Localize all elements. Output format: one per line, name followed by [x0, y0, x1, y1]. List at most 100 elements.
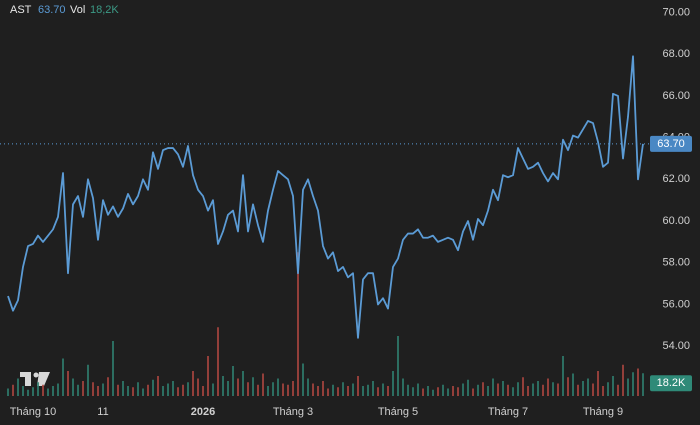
volume-bar — [422, 388, 424, 396]
y-tick-label: 56.00 — [662, 298, 690, 310]
volume-bar — [312, 383, 314, 396]
volume-bar — [482, 382, 484, 396]
volume-bar — [302, 363, 304, 396]
volume-bar — [502, 381, 504, 396]
volume-bar — [77, 384, 79, 396]
volume-bar — [362, 386, 364, 396]
volume-bar — [42, 384, 44, 396]
header-price: 63.70 — [38, 4, 66, 16]
volume-bar — [147, 384, 149, 396]
volume-bar — [497, 383, 499, 396]
volume-bar — [532, 383, 534, 396]
volume-bar — [32, 387, 34, 396]
y-tick-label: 68.00 — [662, 48, 690, 60]
volume-bar — [137, 382, 139, 396]
volume-bar — [582, 381, 584, 396]
y-tick-label: 70.00 — [662, 6, 690, 18]
x-tick-label: 2026 — [191, 406, 215, 418]
volume-bar — [82, 381, 84, 396]
volume-bar — [447, 388, 449, 396]
volume-bar — [157, 376, 159, 396]
volume-bar — [207, 356, 209, 396]
y-tick-label: 58.00 — [662, 257, 690, 269]
x-tick-label: 11 — [97, 406, 108, 418]
volume-bar — [587, 378, 589, 396]
volume-bar — [337, 387, 339, 396]
volume-bar — [472, 388, 474, 396]
volume-bar — [172, 381, 174, 396]
y-tick-label: 66.00 — [662, 90, 690, 102]
symbol: AST — [10, 4, 32, 16]
volume-bar — [122, 381, 124, 396]
volume-bar — [197, 378, 199, 396]
volume-bar — [27, 389, 29, 396]
volume-bar — [512, 387, 514, 396]
volume-bar — [177, 387, 179, 396]
volume-bar — [257, 384, 259, 396]
volume-bar — [117, 384, 119, 396]
x-tick-label: Tháng 5 — [378, 406, 418, 418]
volume-bar — [367, 384, 369, 396]
volume-bar — [227, 381, 229, 396]
volume-bar — [457, 387, 459, 396]
volume-bar — [637, 368, 639, 396]
volume-bar — [402, 378, 404, 396]
volume-bar — [12, 384, 14, 396]
volume-bar — [107, 377, 109, 396]
x-tick-label: Tháng 3 — [273, 406, 313, 418]
volume-bar — [222, 376, 224, 396]
volume-bar — [617, 384, 619, 396]
volume-bar — [37, 382, 39, 396]
volume-bar — [297, 252, 299, 396]
volume-bar — [87, 364, 89, 396]
volume-bar — [542, 384, 544, 396]
volume-bar — [252, 377, 254, 396]
volume-bar — [577, 384, 579, 396]
volume-bar — [467, 379, 469, 396]
y-tick-label: 60.00 — [662, 215, 690, 227]
volume-bar — [57, 383, 59, 396]
volume-bar — [382, 383, 384, 396]
volume-bar — [567, 377, 569, 396]
volume-bar — [282, 383, 284, 396]
volume-bar — [557, 383, 559, 396]
volume-bar — [317, 386, 319, 396]
volume-bar — [487, 386, 489, 396]
volume-bar — [277, 378, 279, 396]
volume-bar — [477, 384, 479, 396]
volume-bar — [167, 383, 169, 396]
volume-bar — [592, 383, 594, 396]
volume-bar — [267, 386, 269, 396]
volume-bar — [102, 383, 104, 396]
volume-bar — [407, 384, 409, 396]
volume-bar — [187, 382, 189, 396]
volume-bar — [597, 371, 599, 396]
volume-bar — [427, 386, 429, 396]
x-tick-label: Tháng 9 — [583, 406, 623, 418]
volume-bar — [232, 366, 234, 396]
volume-bar — [292, 381, 294, 396]
volume-bar — [217, 327, 219, 396]
volume-bar — [142, 388, 144, 396]
volume-bar — [437, 387, 439, 396]
volume-bar — [372, 381, 374, 396]
volume-bar — [327, 388, 329, 396]
last-price-badge — [650, 135, 692, 152]
tv-logo — [20, 372, 50, 386]
volume-bar — [547, 378, 549, 396]
volume-bar — [507, 384, 509, 396]
volume-bar — [352, 383, 354, 396]
volume-bar — [52, 386, 54, 396]
volume-bar — [442, 384, 444, 396]
volume-bar — [537, 381, 539, 396]
volume-bar — [307, 378, 309, 396]
volume-bar — [377, 387, 379, 396]
volume-bar — [152, 379, 154, 396]
volume-bar — [127, 386, 129, 396]
volume-bar — [392, 371, 394, 396]
volume-bar — [387, 386, 389, 396]
volume-bar — [562, 356, 564, 396]
volume-bar — [112, 341, 114, 396]
price-line — [7, 55, 644, 339]
